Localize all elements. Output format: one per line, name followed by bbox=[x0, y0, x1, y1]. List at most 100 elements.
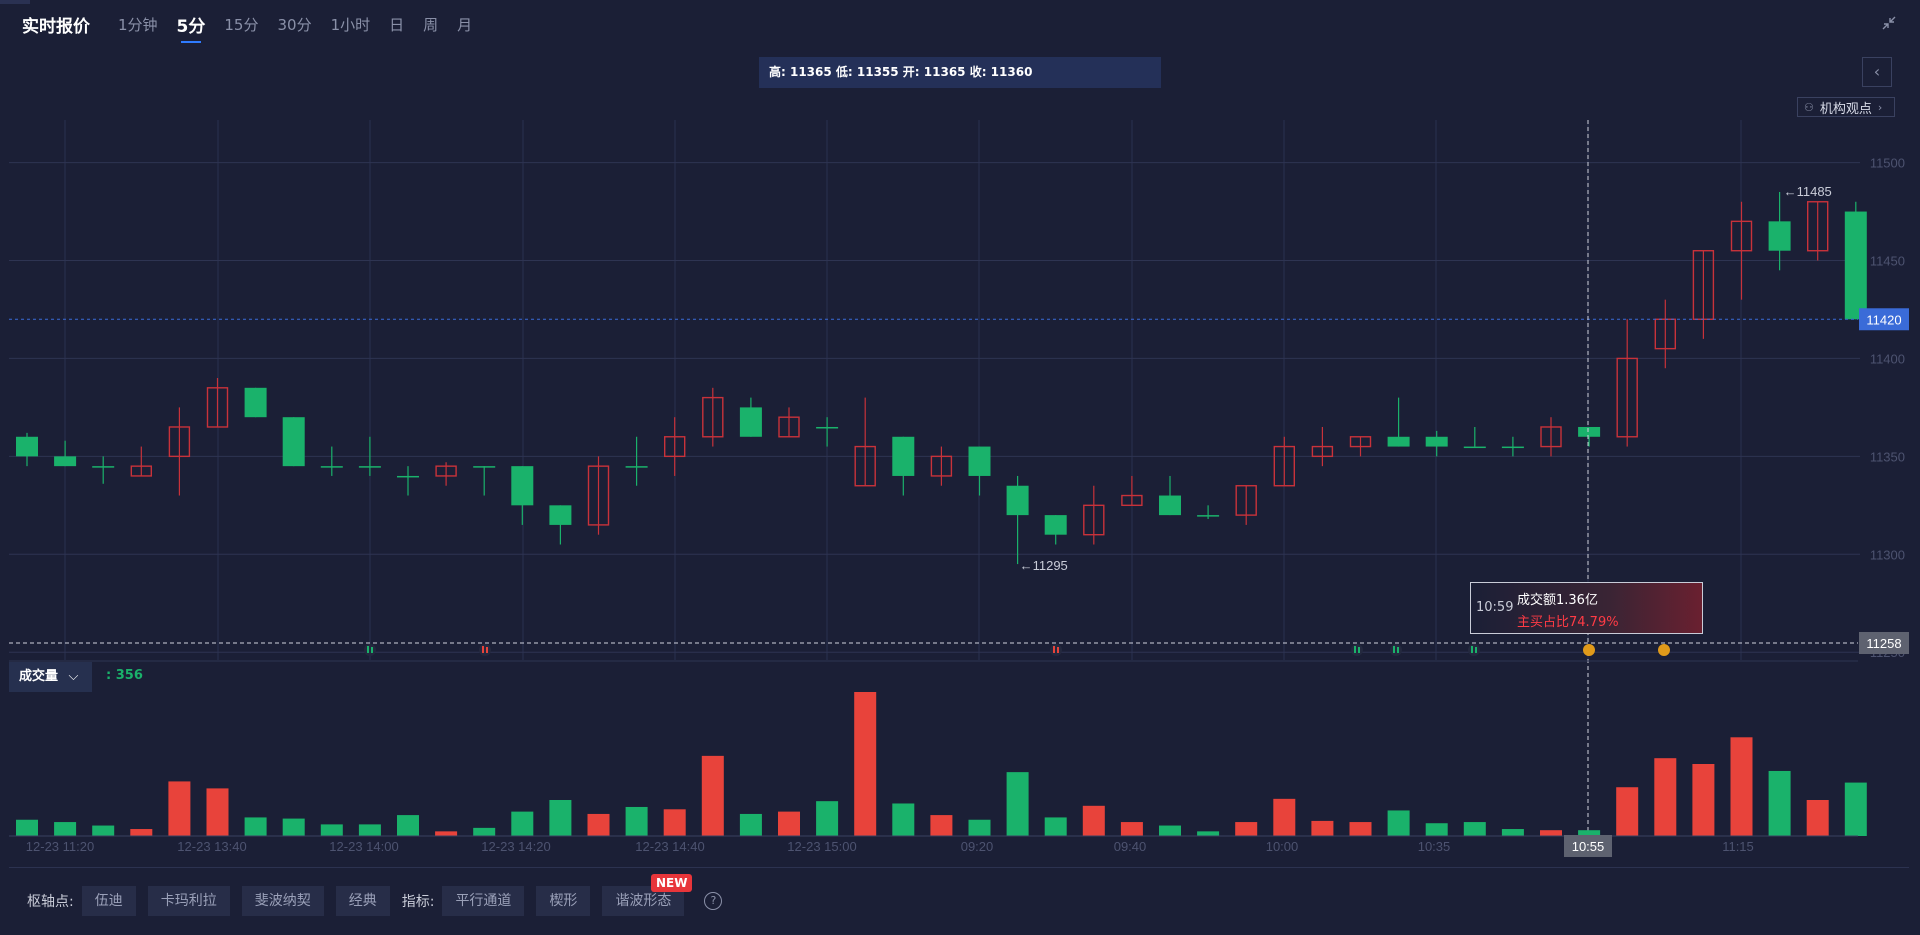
indicator-button-harmonic[interactable]: 谐波形态 NEW bbox=[602, 874, 693, 916]
candle-body bbox=[702, 396, 724, 438]
event-marker-bar bbox=[367, 646, 369, 653]
candle-body bbox=[511, 466, 534, 506]
news-marker-icon bbox=[1658, 644, 1670, 656]
event-marker-bar bbox=[1397, 647, 1399, 653]
event-marker-bar bbox=[1354, 646, 1356, 653]
volume-bar bbox=[16, 819, 38, 836]
volume-bar bbox=[244, 817, 267, 836]
event-marker-bar bbox=[1475, 647, 1477, 653]
indicator-button-parallel-channel[interactable]: 平行通道 bbox=[442, 886, 525, 916]
volume-bar bbox=[1235, 822, 1258, 836]
tab-timeframe[interactable]: 周 bbox=[423, 16, 439, 34]
candle-body bbox=[739, 407, 762, 437]
volume-bar bbox=[168, 781, 191, 836]
volume-bar bbox=[587, 813, 610, 836]
volume-bar bbox=[282, 818, 305, 836]
indicator-label: 指标: bbox=[401, 894, 435, 910]
volume-bar bbox=[206, 788, 229, 836]
tab-timeframe[interactable]: 15分 bbox=[224, 16, 259, 34]
chevron-left-icon[interactable]: ‹ bbox=[1862, 57, 1892, 87]
candle-body bbox=[816, 426, 839, 429]
candle-body bbox=[358, 466, 381, 468]
event-marker bbox=[364, 644, 376, 656]
candle-body bbox=[778, 416, 800, 438]
volume-bar bbox=[1006, 772, 1029, 836]
help-icon[interactable]: ? bbox=[704, 892, 723, 910]
volume-select-label: 成交量 bbox=[19, 669, 59, 684]
candle-body bbox=[587, 465, 610, 526]
crosshair-price-box bbox=[1859, 632, 1909, 654]
event-marker bbox=[1351, 644, 1363, 656]
candle-body bbox=[1349, 436, 1372, 448]
pivot-button-fibonacci[interactable]: 斐波纳契 bbox=[241, 886, 324, 916]
volume-bar bbox=[473, 827, 496, 836]
pivot-button-classic[interactable]: 经典 bbox=[335, 886, 390, 916]
event-marker-bar bbox=[1393, 646, 1395, 653]
volume-bar bbox=[968, 819, 991, 836]
candle-body bbox=[892, 436, 915, 476]
candle-body bbox=[1083, 504, 1105, 536]
tooltip-amount: 成交额1.36亿 bbox=[1517, 593, 1598, 608]
tooltip-buy-ratio: 主买占比74.79% bbox=[1517, 615, 1619, 630]
y-tick-label: 11350 bbox=[1870, 449, 1905, 464]
chevron-down-icon: ⌵ bbox=[68, 669, 79, 684]
y-tick-label: 11500 bbox=[1870, 156, 1905, 171]
volume-bar bbox=[1311, 820, 1334, 836]
volume-bar bbox=[1692, 764, 1715, 836]
candle-body bbox=[1311, 445, 1334, 458]
event-marker bbox=[1390, 644, 1402, 656]
volume-bar bbox=[1463, 822, 1486, 836]
tab-timeframe[interactable]: 1小时 bbox=[330, 16, 371, 34]
last-price-label: 11420 bbox=[1866, 312, 1901, 327]
candle-body bbox=[1235, 485, 1257, 516]
pivot-button-woodie[interactable]: 伍迪 bbox=[81, 886, 136, 916]
candle-body bbox=[549, 505, 572, 525]
volume-bar bbox=[1844, 782, 1867, 836]
ohlc-readout: 高: 11365 低: 11355 开: 11365 收: 11360 bbox=[759, 57, 1161, 88]
indicator-button-wedge[interactable]: 楔形 bbox=[536, 886, 591, 916]
volume-bar bbox=[92, 825, 115, 836]
candle-body bbox=[1540, 426, 1562, 448]
candle-body bbox=[1616, 357, 1638, 438]
candle-body bbox=[1730, 220, 1753, 252]
x-tick-label: 12-23 14:40 bbox=[635, 839, 704, 854]
tab-timeframe[interactable]: 日 bbox=[389, 16, 405, 34]
tab-timeframe[interactable]: 月 bbox=[457, 16, 473, 34]
drawing-tools-bar: 枢轴点: 伍迪 卡玛利拉 斐波纳契 经典 指标: 平行通道 楔形 谐波形态 NE… bbox=[27, 874, 723, 916]
event-marker-bar bbox=[1358, 647, 1360, 653]
x-tick-label: 12-23 14:00 bbox=[329, 839, 398, 854]
x-tick-label: 11:15 bbox=[1722, 839, 1754, 854]
crosshair-price-label: 11258 bbox=[1866, 636, 1901, 651]
new-badge: NEW bbox=[650, 874, 693, 892]
volume-bar bbox=[1425, 823, 1448, 836]
volume-bar bbox=[549, 800, 572, 836]
volume-indicator-select[interactable]: 成交量 ⌵ bbox=[9, 662, 92, 692]
candle-body bbox=[168, 426, 191, 458]
candle-body bbox=[16, 436, 38, 457]
x-tick-label: 12-23 14:20 bbox=[481, 839, 550, 854]
candle-body bbox=[968, 446, 991, 476]
candle-body bbox=[282, 417, 305, 467]
candle-body bbox=[206, 387, 229, 428]
institution-view-button[interactable]: ⚇ 机构观点 › bbox=[1797, 97, 1895, 117]
volume-bar bbox=[1387, 810, 1410, 836]
candle-body bbox=[664, 436, 686, 458]
tab-timeframe[interactable]: 1分钟 bbox=[118, 16, 158, 34]
volume-bar bbox=[358, 824, 381, 836]
corner-tab-indicator bbox=[0, 0, 30, 4]
volume-bar bbox=[511, 811, 534, 836]
crosshair-time-box bbox=[1564, 835, 1612, 857]
y-tick-label: 11450 bbox=[1870, 254, 1905, 269]
collapse-icon[interactable] bbox=[1880, 14, 1898, 32]
event-marker-bar bbox=[1057, 647, 1059, 653]
candle-body bbox=[1768, 221, 1791, 251]
pivot-button-camarilla[interactable]: 卡玛利拉 bbox=[147, 886, 230, 916]
x-tick-label: 10:35 bbox=[1418, 839, 1451, 854]
page-title: 实时报价 bbox=[22, 17, 90, 37]
tab-timeframe[interactable]: 30分 bbox=[277, 16, 312, 34]
volume-bar bbox=[1768, 770, 1791, 836]
candle-body bbox=[92, 466, 115, 468]
volume-bar bbox=[663, 809, 686, 836]
tab-timeframe[interactable]: 5分 bbox=[177, 12, 205, 43]
